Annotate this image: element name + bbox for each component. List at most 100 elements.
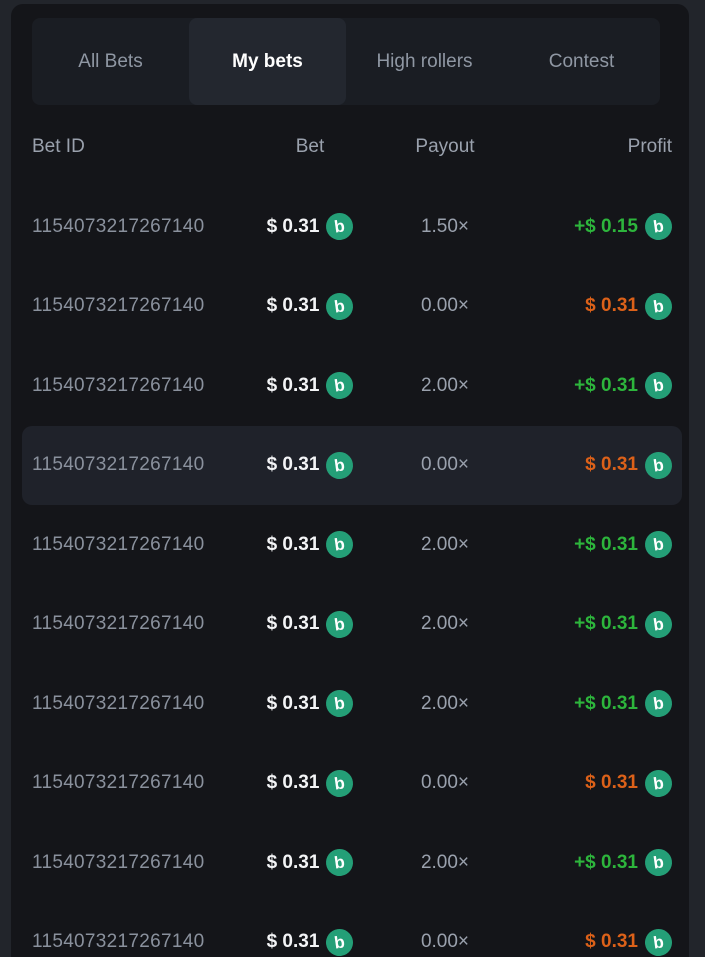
column-header-bet-id: Bet ID [32,136,85,157]
bet-cell: $ 0.31 b [240,450,380,481]
bfg-coin-icon: b [643,211,674,242]
bet-amount: $ 0.31 [266,772,320,794]
table-row[interactable]: 1154073217267140 $ 0.31 b 0.00× $ 0.31 b [22,425,682,505]
bet-id-value: 1154073217267140 [32,692,205,714]
bet-cell: $ 0.31 b [240,688,380,719]
bet-cell: $ 0.31 b [240,847,380,878]
bfg-coin-icon: b [324,291,356,322]
profit-cell: $ 0.31 b [510,450,674,481]
bfg-coin-icon: b [643,847,674,878]
payout-multiplier: 2.00× [420,692,470,714]
bet-id-value: 1154073217267140 [32,454,205,476]
bet-id-value: 1154073217267140 [32,295,205,317]
profit-cell: $ 0.31 b [510,768,674,799]
tab-all-bets[interactable]: All Bets [32,18,189,105]
bfg-coin-icon: b [324,847,356,878]
bet-cell: $ 0.31 b [240,768,380,799]
bet-cell: $ 0.31 b [240,927,380,957]
bfg-coin-icon: b [324,609,356,640]
profit-cell: +$ 0.31 b [510,370,674,401]
bets-panel: All Bets My bets High rollers Contest Be… [11,4,689,957]
bfg-coin-icon: b [643,609,674,640]
bet-amount: $ 0.31 [266,374,320,396]
bet-id-value: 1154073217267140 [32,374,205,396]
payout-multiplier: 0.00× [420,772,470,794]
profit-amount: +$ 0.31 [574,851,638,873]
profit-amount: $ 0.31 [585,454,638,476]
bfg-coin-icon: b [324,450,356,481]
bet-id-value: 1154073217267140 [32,215,205,237]
bfg-coin-icon: b [643,370,674,401]
tab-my-bets[interactable]: My bets [189,18,346,105]
bfg-coin-icon: b [324,370,356,401]
bfg-coin-icon: b [643,927,674,957]
profit-amount: $ 0.31 [585,295,638,317]
bet-amount: $ 0.31 [266,295,320,317]
bet-cell: $ 0.31 b [240,211,380,242]
profit-cell: $ 0.31 b [510,291,674,322]
table-row[interactable]: 1154073217267140 $ 0.31 b 2.00× +$ 0.31 … [22,505,682,585]
payout-multiplier: 2.00× [420,533,470,555]
bfg-coin-icon: b [324,211,356,242]
bfg-coin-icon: b [324,768,356,799]
profit-amount: +$ 0.15 [574,215,638,237]
bfg-coin-icon: b [643,688,674,719]
bet-amount: $ 0.31 [266,454,320,476]
table-row[interactable]: 1154073217267140 $ 0.31 b 2.00× +$ 0.31 … [22,346,682,426]
profit-cell: +$ 0.31 b [510,847,674,878]
table-row[interactable]: 1154073217267140 $ 0.31 b 2.00× +$ 0.31 … [22,585,682,665]
bet-cell: $ 0.31 b [240,291,380,322]
bet-amount: $ 0.31 [266,613,320,635]
bet-amount: $ 0.31 [266,692,320,714]
profit-amount: +$ 0.31 [574,533,638,555]
payout-multiplier: 0.00× [420,931,470,953]
bfg-coin-icon: b [643,768,674,799]
payout-multiplier: 2.00× [420,613,470,635]
tab-contest[interactable]: Contest [503,18,660,105]
column-header-bet: Bet [295,136,325,157]
table-row[interactable]: 1154073217267140 $ 0.31 b 0.00× $ 0.31 b [22,267,682,347]
payout-multiplier: 2.00× [420,851,470,873]
bfg-coin-icon: b [643,529,674,560]
table-row[interactable]: 1154073217267140 $ 0.31 b 0.00× $ 0.31 b [22,903,682,957]
column-header-profit: Profit [627,136,672,157]
payout-multiplier: 0.00× [420,454,470,476]
bfg-coin-icon: b [643,291,674,322]
bet-id-value: 1154073217267140 [32,931,205,953]
payout-multiplier: 1.50× [420,215,470,237]
profit-amount: $ 0.31 [585,931,638,953]
profit-amount: $ 0.31 [585,772,638,794]
profit-amount: +$ 0.31 [574,613,638,635]
bet-amount: $ 0.31 [266,533,320,555]
table-row[interactable]: 1154073217267140 $ 0.31 b 2.00× +$ 0.31 … [22,664,682,744]
table-header: Bet ID Bet Payout Profit [32,127,672,167]
bet-id-value: 1154073217267140 [32,533,205,555]
profit-cell: +$ 0.31 b [510,609,674,640]
profit-cell: $ 0.31 b [510,927,674,957]
table-row[interactable]: 1154073217267140 $ 0.31 b 2.00× +$ 0.31 … [22,823,682,903]
profit-amount: +$ 0.31 [574,374,638,396]
bet-id-value: 1154073217267140 [32,851,205,873]
column-header-payout: Payout [415,136,475,157]
profit-cell: +$ 0.31 b [510,688,674,719]
bet-id-value: 1154073217267140 [32,613,205,635]
tab-high-rollers[interactable]: High rollers [346,18,503,105]
bet-id-value: 1154073217267140 [32,772,205,794]
bet-cell: $ 0.31 b [240,370,380,401]
bet-cell: $ 0.31 b [240,609,380,640]
profit-cell: +$ 0.15 b [510,211,674,242]
bfg-coin-icon: b [324,927,356,957]
bet-amount: $ 0.31 [266,215,320,237]
profit-cell: +$ 0.31 b [510,529,674,560]
bet-cell: $ 0.31 b [240,529,380,560]
bfg-coin-icon: b [324,688,356,719]
table-row[interactable]: 1154073217267140 $ 0.31 b 0.00× $ 0.31 b [22,744,682,824]
payout-multiplier: 0.00× [420,295,470,317]
bfg-coin-icon: b [643,450,674,481]
table-row[interactable]: 1154073217267140 $ 0.31 b 1.50× +$ 0.15 … [22,187,682,267]
bet-amount: $ 0.31 [266,851,320,873]
bets-table-body: 1154073217267140 $ 0.31 b 1.50× +$ 0.15 … [22,187,682,957]
bfg-coin-icon: b [324,529,356,560]
bet-amount: $ 0.31 [266,931,320,953]
